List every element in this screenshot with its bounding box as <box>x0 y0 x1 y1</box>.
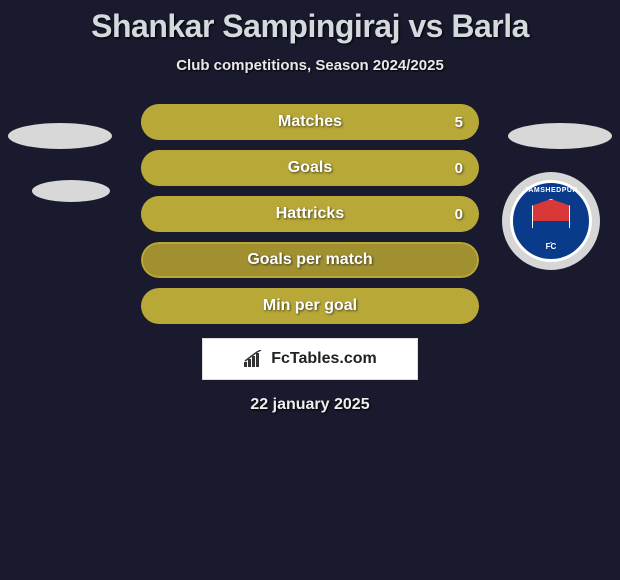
club-badge-name: JAMSHEDPUR <box>524 187 578 194</box>
stat-row: Matches 5 <box>141 104 479 140</box>
generated-date: 22 january 2025 <box>0 396 620 414</box>
page-title: Shankar Sampingiraj vs Barla <box>0 8 620 45</box>
player-photo-right-placeholder <box>508 123 612 149</box>
club-logo-left-placeholder <box>32 180 110 202</box>
player-photo-left-placeholder <box>8 123 112 149</box>
club-badge-fc: FC <box>546 242 557 251</box>
stat-label: Min per goal <box>263 297 357 315</box>
stat-label: Goals <box>288 159 332 177</box>
brand-watermark[interactable]: FcTables.com <box>202 338 418 380</box>
stat-right-value: 5 <box>455 114 463 131</box>
stat-row: Hattricks 0 <box>141 196 479 232</box>
stat-label: Matches <box>278 113 342 131</box>
stats-table: Matches 5 Goals 0 Hattricks 0 Goals per … <box>141 104 479 324</box>
stat-right-value: 0 <box>455 206 463 223</box>
brand-label: FcTables.com <box>271 350 377 368</box>
stat-row: Goals 0 <box>141 150 479 186</box>
stat-label: Goals per match <box>247 251 372 269</box>
shield-icon <box>532 199 570 243</box>
stat-row: Goals per match <box>141 242 479 278</box>
stat-right-value: 0 <box>455 160 463 177</box>
club-logo-right: JAMSHEDPUR FC <box>502 172 600 270</box>
stat-label: Hattricks <box>276 205 344 223</box>
subtitle: Club competitions, Season 2024/2025 <box>0 57 620 74</box>
stat-row: Min per goal <box>141 288 479 324</box>
bar-chart-icon <box>243 350 265 368</box>
